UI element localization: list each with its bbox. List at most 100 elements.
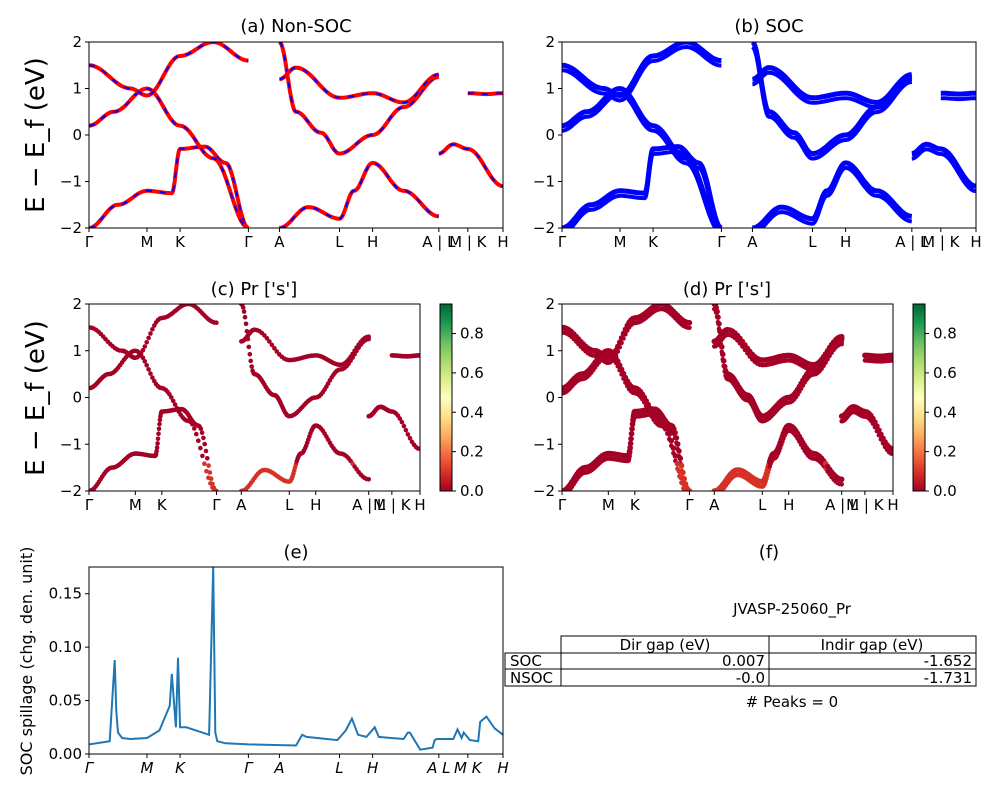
band-line-dashed xyxy=(279,161,439,228)
colorbar-d: 0.0 0.2 0.4 0.6 0.8 xyxy=(912,303,957,500)
band-point xyxy=(202,461,207,467)
colorbar-c: 0.0 0.2 0.4 0.6 0.8 xyxy=(439,303,484,500)
band-point xyxy=(247,352,253,357)
colorbar-tick-label: 0.8 xyxy=(933,325,957,343)
band-point xyxy=(198,426,204,432)
band-point xyxy=(204,468,209,474)
band-point xyxy=(205,456,210,461)
x-tick-label: K xyxy=(157,496,168,514)
y-tick-label: 0 xyxy=(545,126,555,144)
band-point xyxy=(199,430,205,436)
band-point xyxy=(150,327,155,332)
band-point xyxy=(678,475,685,481)
spillage-line xyxy=(89,567,503,751)
colorbar-tick-label: 0.4 xyxy=(933,403,957,421)
band-point xyxy=(148,331,153,336)
band-point xyxy=(267,339,272,344)
band-point xyxy=(203,448,209,454)
x-tick-label: M xyxy=(140,759,153,777)
x-tick-label: L xyxy=(335,759,343,777)
band-point xyxy=(366,477,372,482)
colorbar-tick-label: 0.6 xyxy=(933,364,957,382)
panel-b-title: (b) SOC xyxy=(734,16,803,37)
band-point xyxy=(269,342,275,348)
colorbar-tick-label: 0.4 xyxy=(460,403,484,421)
band-point xyxy=(146,367,151,372)
band-point xyxy=(214,320,219,326)
band-point xyxy=(890,451,893,457)
y-tick-label: −2 xyxy=(533,482,555,500)
band-point xyxy=(628,446,633,451)
x-tick-label: H xyxy=(970,233,981,251)
y-tick-label: 0.00 xyxy=(49,745,82,763)
band-line-split xyxy=(940,96,976,102)
band-point xyxy=(200,453,205,459)
x-tick-label: Γ xyxy=(85,496,94,514)
band-point xyxy=(719,344,725,350)
x-tick-label: M | K xyxy=(373,496,412,514)
band-point xyxy=(248,358,253,364)
band-point xyxy=(714,308,720,315)
band-point xyxy=(399,419,405,425)
colorbar-tick-label: 0.2 xyxy=(460,443,484,461)
band-line-dashed xyxy=(89,145,249,228)
band-point xyxy=(155,436,161,442)
band-point xyxy=(242,314,248,320)
x-tick-label: K xyxy=(630,496,641,514)
band-point xyxy=(687,325,692,331)
x-tick-label: H xyxy=(783,496,794,514)
y-tick-label: −1 xyxy=(533,435,555,453)
ylabel-top: E − E_f (eV) xyxy=(21,57,51,213)
x-tick-label: M xyxy=(129,496,142,514)
x-tick-label: L xyxy=(285,496,294,514)
band-line xyxy=(911,141,976,189)
band-point xyxy=(627,453,632,459)
x-tick-label: M | K xyxy=(449,233,488,251)
band-point xyxy=(720,358,727,364)
band-point xyxy=(207,470,213,475)
y-tick-label: 1 xyxy=(72,342,82,360)
band-point xyxy=(170,398,176,404)
x-tick-label: H xyxy=(840,233,851,251)
band-point xyxy=(677,455,684,462)
colorbar-tick-label: 0.0 xyxy=(933,482,957,500)
band-point xyxy=(678,462,685,469)
ylabel-spillage: SOC spillage (chg. den. unit) xyxy=(17,547,36,776)
band-point xyxy=(628,441,634,447)
table-row-label: SOC xyxy=(510,652,542,670)
colorbar-tick-label: 0.0 xyxy=(460,482,484,500)
x-tick-label: H xyxy=(310,496,321,514)
colorbar-tick-label: 0.2 xyxy=(933,443,957,461)
band-line xyxy=(562,42,722,99)
band-point xyxy=(613,353,619,358)
table-footer: # Peaks = 0 xyxy=(746,693,838,711)
band-point xyxy=(174,405,180,411)
band-point xyxy=(155,441,160,446)
panel-a-title: (a) Non-SOC xyxy=(240,16,351,37)
colorbar-c-gradient xyxy=(439,303,453,492)
x-tick-label: A | L xyxy=(422,233,456,251)
x-tick-label: Γ xyxy=(558,496,567,514)
band-point xyxy=(839,339,844,345)
band-point xyxy=(629,436,634,442)
band-line xyxy=(752,160,913,228)
x-tick-label: M | K xyxy=(846,496,885,514)
x-tick-label: Γ xyxy=(244,233,253,251)
band-point xyxy=(156,426,162,432)
band-point xyxy=(890,352,893,359)
band-line xyxy=(279,65,440,105)
band-line xyxy=(562,85,723,228)
band-point xyxy=(403,427,409,433)
band-line-dashed xyxy=(467,92,503,96)
panel-e-title: (e) xyxy=(283,542,308,563)
x-tick-label: A L xyxy=(426,759,450,777)
table-cell-value: -1.731 xyxy=(924,669,972,687)
x-tick-label: Γ xyxy=(558,233,567,251)
x-tick-label: Γ xyxy=(212,496,221,514)
band-line xyxy=(89,144,250,228)
band-point xyxy=(154,448,159,454)
y-tick-label: 0 xyxy=(545,389,555,407)
